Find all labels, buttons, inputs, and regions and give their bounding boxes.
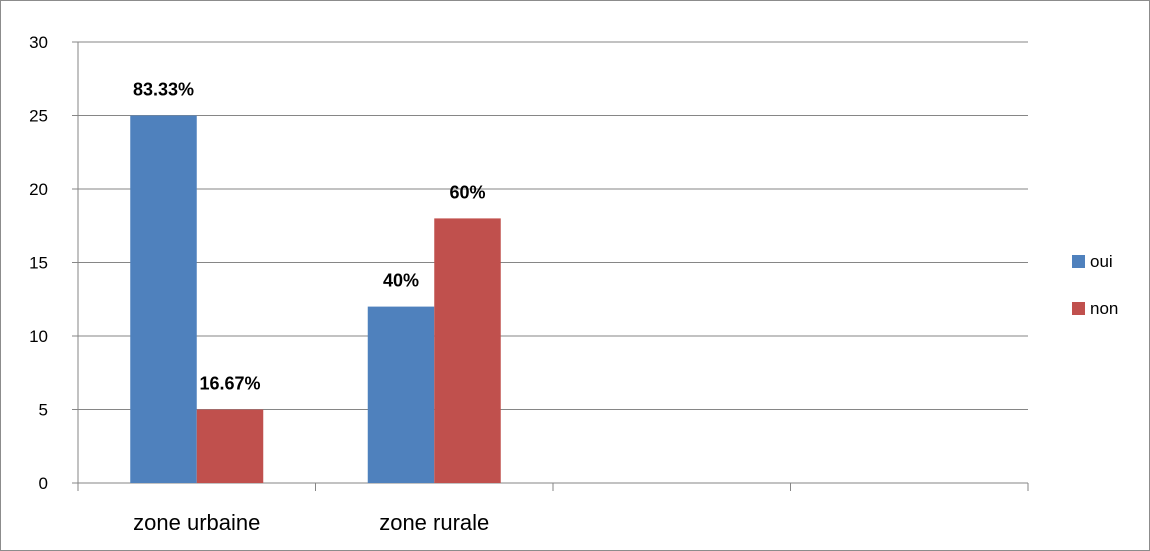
x-category-label: zone rurale [379,510,489,535]
y-tick-label: 20 [29,180,48,199]
gridlines [78,41,1028,410]
legend-swatch-non [1072,302,1085,315]
x-category-label: zone urbaine [133,510,260,535]
data-labels: 83.33% 40% 16.67% 60% [133,80,486,394]
data-label: 40% [383,271,419,291]
data-label: 83.33% [133,80,194,100]
y-tick-label: 25 [29,107,48,126]
y-tick-label: 5 [39,401,48,420]
y-tick-label: 15 [29,254,48,273]
legend: oui non [1072,252,1118,318]
y-tick-label: 0 [39,474,48,493]
y-tick-label: 30 [29,33,48,52]
y-tick-label: 10 [29,327,48,346]
legend-swatch-oui [1072,255,1085,268]
y-tick-labels: 0 5 10 15 20 25 30 [29,33,48,493]
bar-non [434,218,501,483]
legend-label-oui: oui [1090,252,1113,271]
data-label: 60% [449,182,485,202]
bar-non [196,409,264,483]
x-category-labels: zone urbaine zone rurale [133,510,489,535]
legend-label-non: non [1090,299,1118,318]
bar-oui [130,115,197,483]
axes [72,41,1029,491]
data-label: 16.67% [199,374,260,394]
bar-oui [367,306,435,483]
bars [130,115,501,483]
